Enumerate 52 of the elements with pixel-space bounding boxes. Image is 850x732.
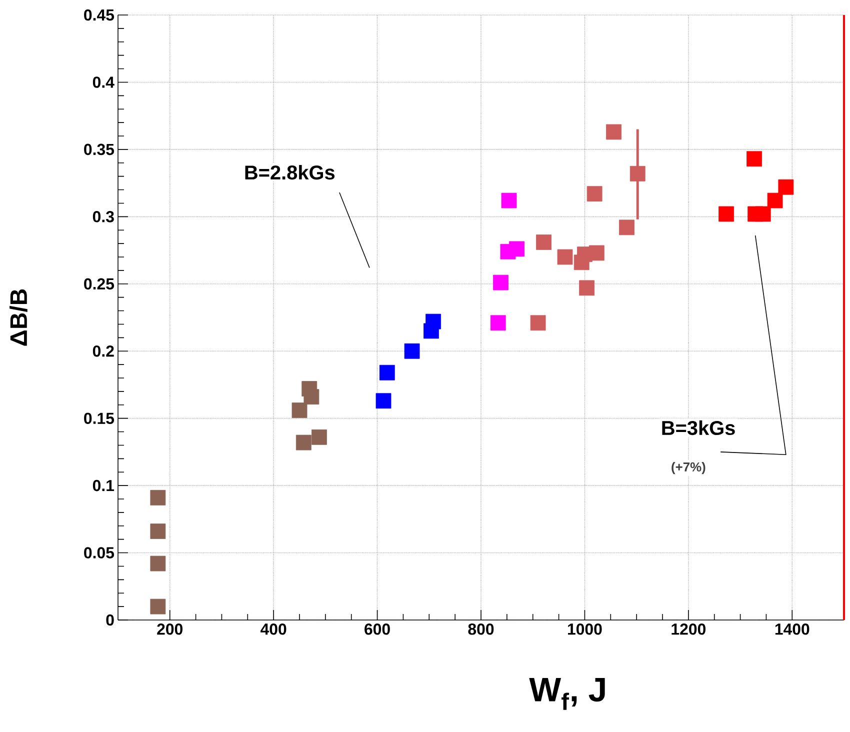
y-tick-label: 0.1 [92, 480, 114, 492]
point [586, 186, 602, 202]
point [426, 314, 441, 330]
x-tick-label: 1400 [775, 624, 810, 635]
y-tick-label: 0.4 [92, 76, 114, 88]
y-tick-label: 0.2 [92, 345, 114, 357]
point [606, 124, 622, 140]
y-tick-label: 0.45 [84, 9, 114, 21]
point [509, 241, 524, 257]
x-tick-label: 1000 [568, 624, 602, 635]
y-tick-label: 0.35 [84, 144, 114, 156]
annotation: B=2.8kGs [245, 164, 335, 180]
point [630, 166, 646, 182]
annotation: (+7%) [672, 462, 706, 474]
point [150, 524, 166, 539]
point [304, 389, 320, 405]
point [150, 598, 166, 614]
point [579, 280, 594, 296]
point [376, 393, 392, 409]
point [379, 364, 395, 380]
point [493, 274, 508, 290]
y-tick-label: 0.25 [84, 278, 114, 290]
x-tick-label: 200 [157, 624, 182, 635]
point [536, 234, 552, 250]
point [530, 315, 546, 331]
y-tick-label: 0.15 [84, 412, 114, 424]
point [619, 220, 634, 236]
x-tick-label: 400 [260, 624, 286, 635]
x-tick-label: 600 [364, 624, 390, 635]
y-tick-label: 0 [106, 614, 114, 626]
point [312, 429, 327, 445]
point [292, 402, 308, 418]
point [150, 490, 166, 506]
x-axis-title: W$_{f}$, J [529, 678, 605, 710]
point [574, 254, 590, 270]
point [718, 206, 734, 222]
point [404, 343, 420, 359]
y-tick-label: 0.3 [92, 211, 114, 222]
point [746, 151, 762, 167]
point [150, 556, 166, 572]
point [755, 206, 771, 222]
x-tick-label: 1200 [672, 624, 706, 635]
point [557, 249, 573, 265]
point [296, 434, 312, 450]
point [767, 192, 783, 208]
y-tick-label: 0.05 [84, 547, 114, 558]
annotation: B=3kGs [662, 420, 735, 436]
point [490, 315, 506, 331]
x-tick-label: 800 [468, 624, 494, 635]
point [778, 179, 794, 195]
point [501, 192, 517, 208]
y-axis-title: ΔB/B [10, 289, 28, 346]
